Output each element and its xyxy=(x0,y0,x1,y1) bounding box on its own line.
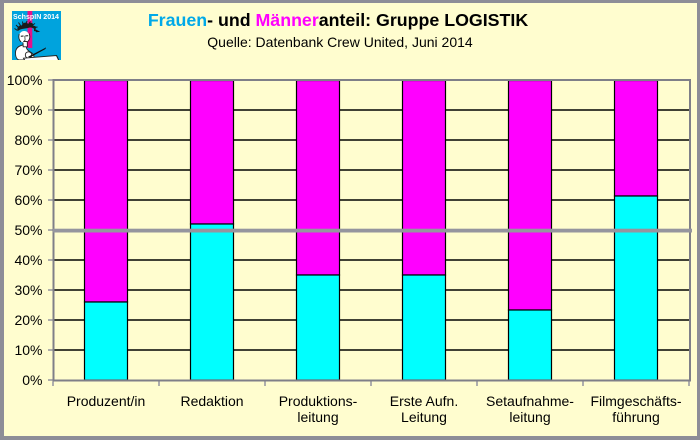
svg-text:50%: 50% xyxy=(14,222,42,238)
svg-text:90%: 90% xyxy=(14,102,42,118)
svg-text:Filmgeschäfts-: Filmgeschäfts- xyxy=(590,393,681,409)
svg-text:10%: 10% xyxy=(14,342,42,358)
svg-text:60%: 60% xyxy=(14,192,42,208)
svg-text:Setaufnahme-: Setaufnahme- xyxy=(486,393,574,409)
svg-text:SchspIN 2014: SchspIN 2014 xyxy=(13,12,60,21)
svg-text:100%: 100% xyxy=(7,72,43,88)
svg-text:40%: 40% xyxy=(14,252,42,268)
svg-text:30%: 30% xyxy=(14,282,42,298)
svg-text:Redaktion: Redaktion xyxy=(180,393,243,409)
svg-text:0%: 0% xyxy=(22,372,42,388)
svg-text:führung: führung xyxy=(612,409,659,425)
svg-text:Frauen- und Männeranteil: Grup: Frauen- und Männeranteil: Gruppe LOGISTI… xyxy=(148,10,529,30)
svg-text:70%: 70% xyxy=(14,162,42,178)
svg-text:20%: 20% xyxy=(14,312,42,328)
svg-text:80%: 80% xyxy=(14,132,42,148)
svg-text:Produzent/in: Produzent/in xyxy=(67,393,146,409)
svg-text:Leitung: Leitung xyxy=(401,409,447,425)
svg-text:Produktions-: Produktions- xyxy=(279,393,358,409)
svg-text:Quelle: Datenbank Crew United,: Quelle: Datenbank Crew United, Juni 2014 xyxy=(207,34,473,50)
svg-text:leitung: leitung xyxy=(509,409,550,425)
svg-text:Erste Aufn.: Erste Aufn. xyxy=(390,393,458,409)
svg-text:leitung: leitung xyxy=(297,409,338,425)
